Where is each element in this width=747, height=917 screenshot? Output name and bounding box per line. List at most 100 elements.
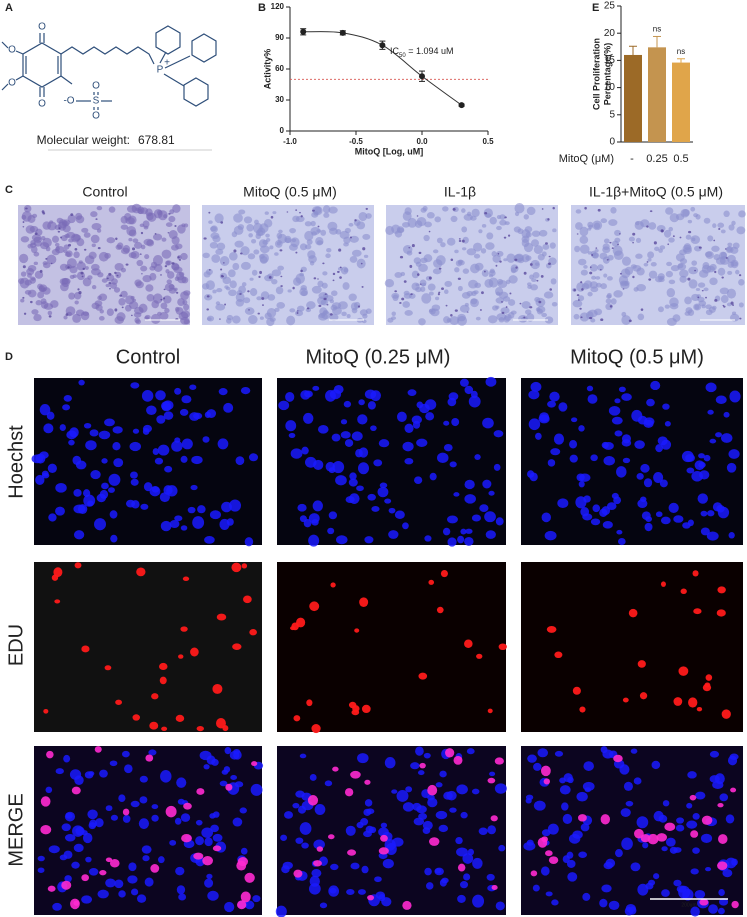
cell <box>700 527 710 536</box>
cell <box>356 485 364 492</box>
cell <box>27 243 33 249</box>
cell <box>419 762 426 769</box>
cell <box>365 213 372 219</box>
cell <box>576 294 580 297</box>
cell <box>540 765 551 777</box>
image-background <box>521 562 743 732</box>
cell <box>494 757 504 765</box>
cell <box>576 473 585 482</box>
cell <box>91 263 100 271</box>
cell <box>567 776 574 784</box>
cell <box>22 221 25 224</box>
cell <box>373 459 383 467</box>
cell <box>499 219 507 226</box>
cell <box>661 439 672 450</box>
cell <box>549 288 553 291</box>
cell <box>312 500 323 512</box>
cell <box>454 267 460 273</box>
cell <box>133 241 143 249</box>
atom-label: O <box>38 22 46 33</box>
cell <box>404 309 413 316</box>
cell <box>233 225 244 235</box>
cell <box>220 274 224 278</box>
fluorescence-image <box>277 562 507 734</box>
cell <box>554 651 563 659</box>
cell <box>109 760 118 767</box>
cell <box>251 269 258 276</box>
cell <box>127 875 138 884</box>
cell <box>709 277 718 286</box>
cell <box>224 303 227 306</box>
cell <box>246 223 254 232</box>
cell <box>139 775 148 783</box>
cell <box>411 415 422 424</box>
cell <box>63 754 71 763</box>
cell <box>18 278 25 284</box>
cell <box>88 867 99 876</box>
cell <box>332 279 335 282</box>
cell <box>190 484 198 491</box>
cell <box>99 769 108 778</box>
cell <box>428 276 432 280</box>
cell <box>682 209 690 217</box>
cell <box>666 261 673 267</box>
cell <box>349 472 357 481</box>
cell <box>358 447 369 458</box>
cell <box>107 487 115 493</box>
cell <box>450 258 454 262</box>
cell <box>196 726 204 732</box>
cell <box>91 222 102 231</box>
cell <box>714 270 717 274</box>
cell <box>527 282 532 287</box>
y-tick-label: 90 <box>275 33 284 42</box>
image-title: IL-1β+MitoQ (0.5 μM) <box>589 184 723 200</box>
cell <box>295 209 298 212</box>
cell <box>542 243 550 250</box>
cell <box>474 454 481 461</box>
cell <box>718 907 725 915</box>
cell <box>384 757 396 769</box>
cell <box>432 268 442 275</box>
cell <box>90 211 98 218</box>
cell <box>306 239 313 245</box>
cell <box>343 242 349 247</box>
cell <box>539 412 550 423</box>
cell <box>457 277 461 280</box>
cell <box>689 794 697 801</box>
cell <box>580 507 590 517</box>
cell <box>42 212 46 215</box>
cell <box>611 240 619 247</box>
cell <box>183 223 189 228</box>
cell <box>573 288 576 292</box>
cell <box>435 255 446 266</box>
cell <box>94 300 103 307</box>
cell <box>155 390 166 401</box>
annotation: IC50 = 1.094 uM <box>390 46 453 58</box>
cell <box>610 207 617 214</box>
cell <box>632 275 635 279</box>
cell <box>181 438 193 450</box>
cell <box>621 256 631 266</box>
cell <box>634 828 644 839</box>
cell <box>235 456 245 466</box>
cell <box>691 470 703 482</box>
cell <box>660 229 664 233</box>
cell <box>30 239 36 246</box>
cell <box>602 256 610 264</box>
cell <box>206 873 213 880</box>
cell <box>293 869 303 878</box>
cell <box>357 414 368 425</box>
cell <box>291 622 299 631</box>
cell <box>257 312 260 315</box>
cell <box>621 434 631 444</box>
cell <box>66 430 77 440</box>
cell <box>648 270 658 279</box>
cell <box>429 472 437 481</box>
cell <box>470 263 480 274</box>
atom-label: S <box>93 96 100 107</box>
cell <box>493 430 504 438</box>
cell <box>548 856 559 864</box>
cell <box>543 778 551 785</box>
data-point <box>300 28 307 35</box>
cell <box>74 300 79 305</box>
